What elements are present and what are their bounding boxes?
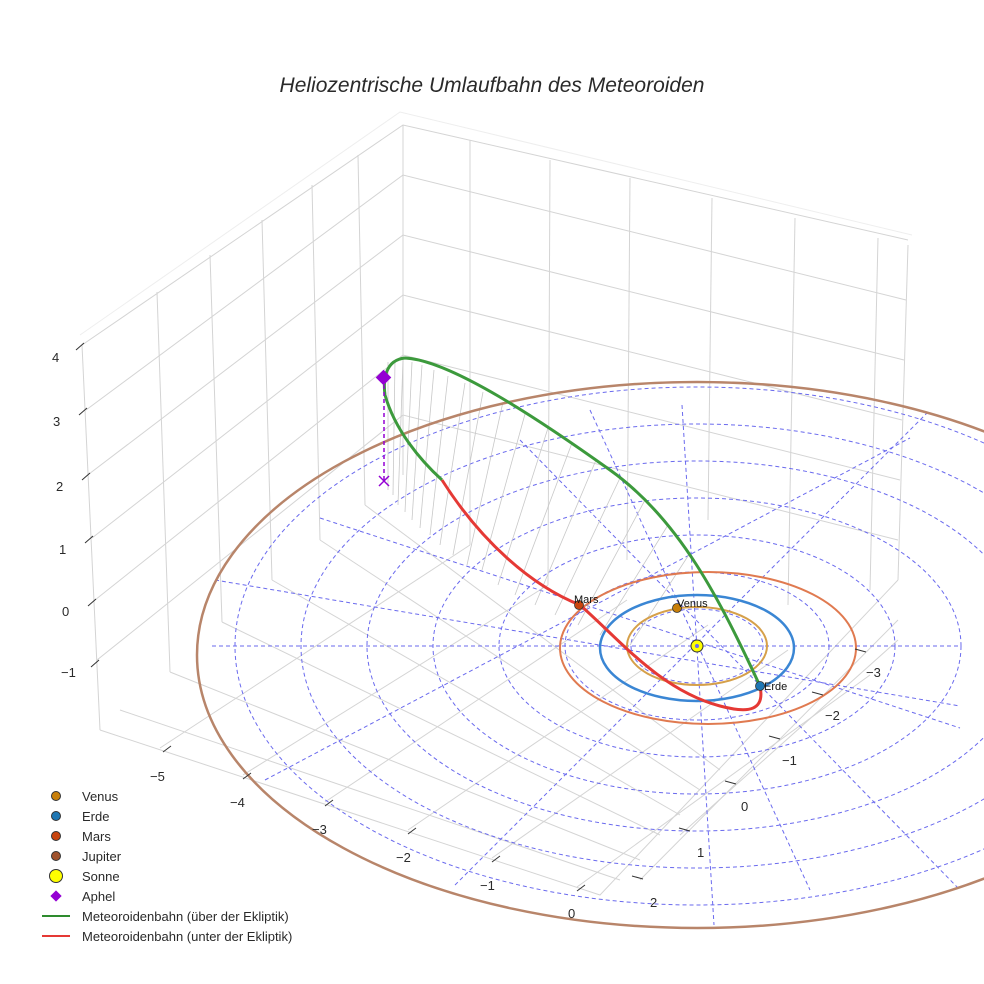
- y-tick: 2: [650, 895, 657, 910]
- x-tick: −5: [150, 769, 165, 784]
- legend-item-mars[interactable]: Mars: [38, 826, 292, 846]
- legend-label: Venus: [82, 788, 119, 804]
- meteoroid-orbit-below: [440, 479, 763, 712]
- earth-dot-icon: [51, 811, 61, 821]
- legend-label: Meteoroidenbahn (über der Ekliptik): [82, 908, 289, 924]
- x-tick: −2: [396, 850, 411, 865]
- legend-item-sonne[interactable]: Sonne: [38, 866, 292, 886]
- legend: Venus Erde Mars Jupiter Sonne Aphel Mete…: [38, 786, 292, 946]
- legend-label: Jupiter: [82, 848, 122, 864]
- sun-dot-icon: [49, 869, 63, 883]
- legend-label: Mars: [82, 828, 111, 844]
- y-tick: −1: [782, 753, 797, 768]
- ecliptic-grid: [212, 386, 984, 926]
- y-axis-tick-labels: −3 −2 −1 0 1 2: [650, 665, 881, 910]
- red-line-icon: [42, 935, 70, 937]
- aphel-marker[interactable]: [375, 369, 392, 386]
- z-tick: 0: [62, 604, 69, 619]
- z-tick: 2: [56, 479, 63, 494]
- earth-label: Erde: [764, 681, 787, 693]
- x-tick: 0: [568, 906, 575, 921]
- legend-label: Aphel: [82, 888, 116, 904]
- jupiter-orbit: [195, 380, 984, 930]
- earth-marker[interactable]: [755, 681, 765, 691]
- green-line-icon: [42, 915, 70, 917]
- mars-label: Mars: [574, 594, 599, 606]
- legend-label: Sonne: [82, 868, 120, 884]
- x-tick: −3: [312, 822, 327, 837]
- venus-marker[interactable]: [672, 603, 682, 613]
- venus-label: Venus: [677, 598, 708, 610]
- y-tick: 1: [697, 845, 704, 860]
- mars-dot-icon: [51, 831, 61, 841]
- legend-item-venus[interactable]: Venus: [38, 786, 292, 806]
- x-axis-tick-labels: −5 −4 −3 −2 −1 0: [150, 769, 575, 921]
- x-tick: −4: [230, 795, 245, 810]
- aphel-projection-x-icon: [378, 475, 390, 487]
- legend-item-erde[interactable]: Erde: [38, 806, 292, 826]
- legend-item-aphel[interactable]: Aphel: [38, 886, 292, 906]
- mars-marker[interactable]: [574, 600, 584, 610]
- diamond-icon: [50, 890, 62, 902]
- chart-title: Heliozentrische Umlaufbahn des Meteoroid…: [279, 74, 705, 97]
- mars-orbit: [559, 571, 857, 725]
- jupiter-dot-icon: [51, 851, 61, 861]
- meteoroid-orbit-above: [382, 356, 762, 687]
- venus-orbit: [626, 606, 768, 686]
- y-tick: −3: [866, 665, 881, 680]
- back-wall-grid: [79, 111, 913, 896]
- z-tick: 1: [59, 542, 66, 557]
- legend-item-orbit-above[interactable]: Meteoroidenbahn (über der Ekliptik): [38, 906, 292, 926]
- earth-orbit: [598, 593, 796, 703]
- legend-label: Erde: [82, 808, 110, 824]
- x-tick: −1: [480, 878, 495, 893]
- venus-dot-icon: [51, 791, 61, 801]
- z-tick: −1: [61, 665, 76, 680]
- legend-item-orbit-below[interactable]: Meteoroidenbahn (unter der Ekliptik): [38, 926, 292, 946]
- tick-marks: [75, 342, 867, 892]
- legend-label: Meteoroidenbahn (unter der Ekliptik): [82, 928, 293, 944]
- y-tick: 0: [741, 799, 748, 814]
- y-tick: −2: [825, 708, 840, 723]
- z-axis-tick-labels: 4 3 2 1 0 −1: [52, 350, 76, 680]
- legend-item-jupiter[interactable]: Jupiter: [38, 846, 292, 866]
- sun-center-dot: [695, 644, 699, 648]
- z-tick: 3: [53, 414, 60, 429]
- z-tick: 4: [52, 350, 59, 365]
